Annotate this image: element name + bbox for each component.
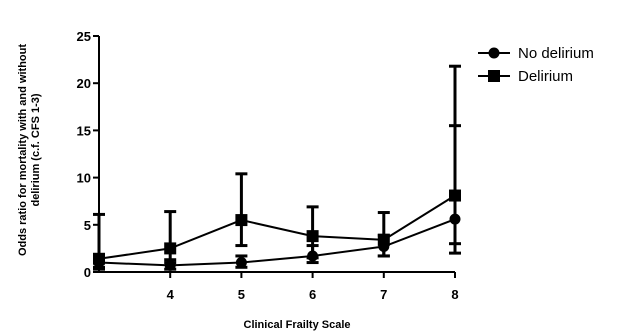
y-axis-title-line: Odds ratio for mortality with and withou… — [17, 44, 29, 256]
legend-label: Delirium — [518, 68, 573, 85]
legend: No delirium Delirium — [478, 45, 594, 85]
data-point-square — [93, 252, 105, 265]
data-point-square — [235, 214, 248, 227]
y-tick-label: 5 — [84, 218, 91, 233]
series-delirium — [93, 64, 461, 269]
legend-item: Delirium — [478, 68, 573, 85]
y-tick-label: 10 — [77, 171, 91, 186]
plot-area — [93, 64, 461, 271]
x-tick-label: 7 — [380, 287, 387, 302]
y-tick-label: 0 — [84, 265, 91, 280]
data-point-circle — [235, 257, 247, 269]
x-tick-label: 5 — [238, 287, 245, 302]
x-tick-label: 4 — [167, 287, 175, 302]
series-line — [98, 194, 456, 260]
axes: 0 5 10 15 20 25 4 5 6 7 8 Clinical Frailty Scale Odd… — [17, 29, 459, 331]
data-point-square — [377, 233, 390, 246]
legend-item: No delirium — [478, 45, 594, 62]
series-no-delirium — [93, 124, 461, 271]
x-tick-label: 8 — [451, 287, 458, 302]
legend-label: No delirium — [518, 45, 594, 62]
x-tick-label: 6 — [309, 287, 316, 302]
data-point-square — [488, 70, 500, 82]
x-axis-title: Clinical Frailty Scale — [244, 319, 351, 331]
data-point-circle — [488, 47, 500, 59]
data-point-square — [306, 230, 319, 243]
data-point-square — [164, 242, 177, 255]
data-point-square — [449, 189, 461, 202]
series-line — [98, 218, 456, 267]
y-axis-title-line: delirium (c.f. CFS 1-3) — [30, 93, 42, 206]
y-axis-title: Odds ratio for mortality with and withou… — [17, 44, 42, 256]
y-tick-label: 15 — [77, 123, 91, 138]
y-tick-label: 20 — [77, 76, 91, 91]
y-tick-label: 25 — [77, 29, 91, 44]
